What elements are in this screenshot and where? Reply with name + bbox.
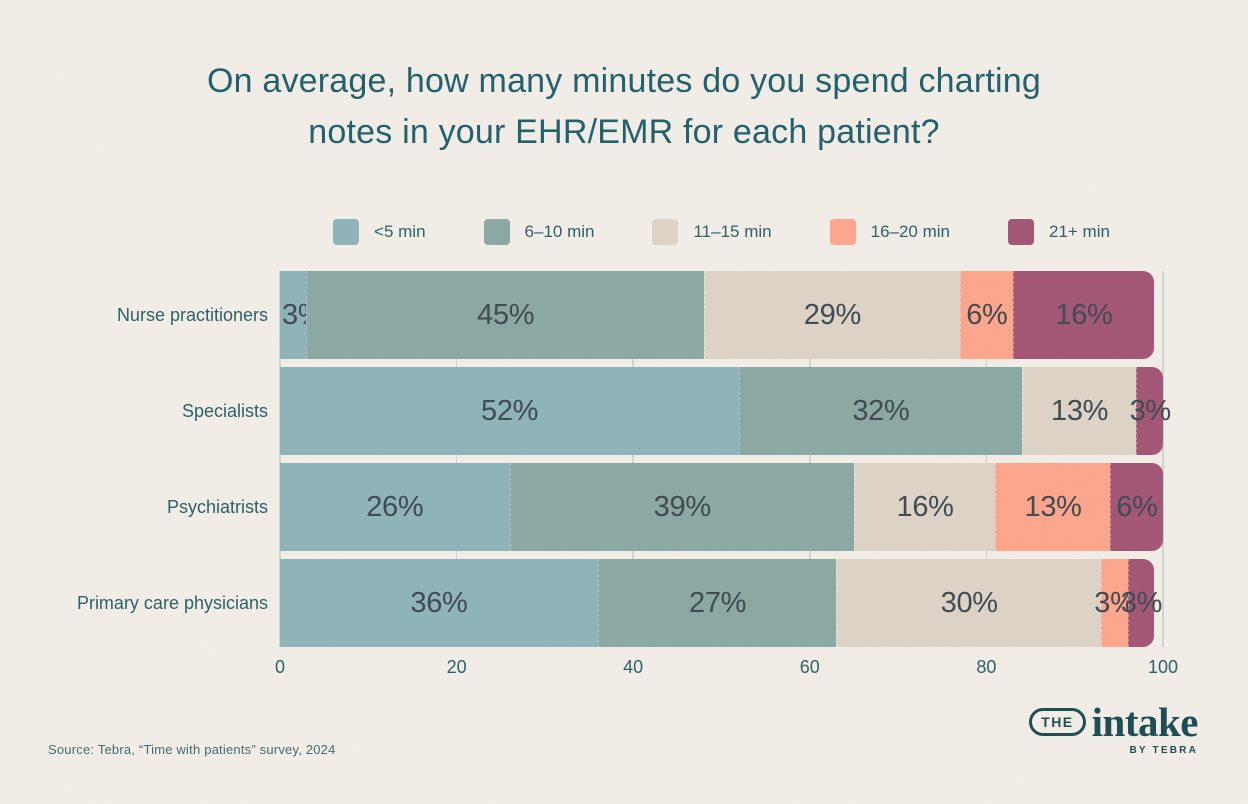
plot-area: 3% 45% 29% 6% 16% 52% 32% 13% 3% 26% 39% 16% 13% 6% 36… [279,271,1171,647]
logo-the-badge: THE [1029,708,1086,736]
bar-segment: 36% [280,559,598,647]
bar-segment: 30% [836,559,1102,647]
bar-segment: 6% [959,271,1013,359]
legend-item-2: 11–15 min [652,219,772,245]
bar-segment: 13% [995,463,1110,551]
legend-item-1: 6–10 min [483,219,595,245]
segment-value-label: 29% [803,298,861,331]
segment-value-label: 26% [366,490,424,523]
segment-value-label: 32% [852,394,910,427]
segment-value-label: 16% [1055,298,1113,331]
bar-row: 26% 39% 16% 13% 6% [280,463,1163,551]
bar-segment: 32% [739,367,1022,455]
category-label: Nurse practitioners [116,304,268,325]
bar-row: 3% 45% 29% 6% 16% [280,271,1163,359]
tick-label-60: 60 [799,657,820,677]
segment-value-label: 52% [481,394,539,427]
legend-item-3: 16–20 min [829,219,950,245]
intake-logo: THE intake BY TEBRA [1029,699,1199,756]
legend-label-1: 6–10 min [524,222,595,241]
legend-item-4: 21+ min [1008,219,1110,245]
segment-value-label: 36% [410,586,468,619]
legend-label-4: 21+ min [1049,222,1110,241]
chart-title-line-1: On average, how many minutes do you spen… [206,62,1042,100]
tick-label-20: 20 [446,657,467,677]
chart-title: On average, how many minutes do you spen… [0,56,1248,158]
bar-segment: 16% [853,463,996,551]
tick-label-40: 40 [623,657,644,677]
segment-value-label: 27% [689,586,747,619]
segment-value-label: 3% [1129,394,1172,427]
x-axis-ticks: 0 20 40 60 80 100 [275,657,1178,681]
legend-label-2: 11–15 min [693,222,772,241]
chart-title-line-2: notes in your EHR/EMR for each patient? [308,113,940,151]
bar-segment: 39% [509,463,854,551]
bar-segment: 52% [280,367,740,455]
bar-row: 36% 27% 30% 3% 3% [280,559,1163,647]
bar-segment: 6% [1109,463,1163,551]
logo-byline: BY TEBRA [1129,745,1198,756]
bar-segment: 13% [1021,367,1137,455]
legend-swatch-2 [652,219,679,245]
segment-value-label: 30% [940,586,998,619]
logo-wordmark: THE intake [1029,699,1199,745]
tick-label-100: 100 [1147,657,1179,677]
legend-item-0: <5 min [333,219,426,245]
segment-value-label: 16% [896,490,954,523]
legend-swatch-3 [829,219,856,245]
bar-segment: 45% [306,271,704,359]
tick-label-80: 80 [976,657,997,677]
bar-segment: 3% [1130,367,1171,455]
legend-label-0: <5 min [374,222,426,241]
bar-segment: 29% [703,271,960,359]
legend-label-3: 16–20 min [870,222,950,241]
category-label: Psychiatrists [166,496,268,517]
segment-value-label: 13% [1051,394,1109,427]
tick-label-0: 0 [274,657,286,677]
segment-value-label: 13% [1024,490,1082,523]
segment-value-label: 6% [966,298,1008,331]
segment-value-label: 39% [653,490,711,523]
legend: <5 min 6–10 min 11–15 min 16–20 min 21+ min [280,216,1163,248]
legend-swatch-4 [1008,219,1034,245]
bar-segment: 3% [1121,559,1162,647]
logo-intake-text: intake [1091,699,1199,745]
legend-swatch-0 [333,219,360,245]
bar-segment: 27% [597,559,837,647]
category-label: Specialists [181,400,268,421]
bar-row: 52% 32% 13% 3% [280,367,1171,455]
source-note: Source: Tebra, “Time with patients” surv… [48,742,336,757]
bar-segment: 16% [1012,271,1155,359]
bar-segment: 3% [280,271,324,359]
segment-value-label: 45% [477,298,535,331]
segment-value-label: 6% [1116,490,1158,523]
segment-value-label: 3% [1120,586,1163,619]
category-label: Primary care physicians [76,592,268,613]
legend-swatch-1 [483,219,510,245]
bar-segment: 26% [280,463,510,551]
